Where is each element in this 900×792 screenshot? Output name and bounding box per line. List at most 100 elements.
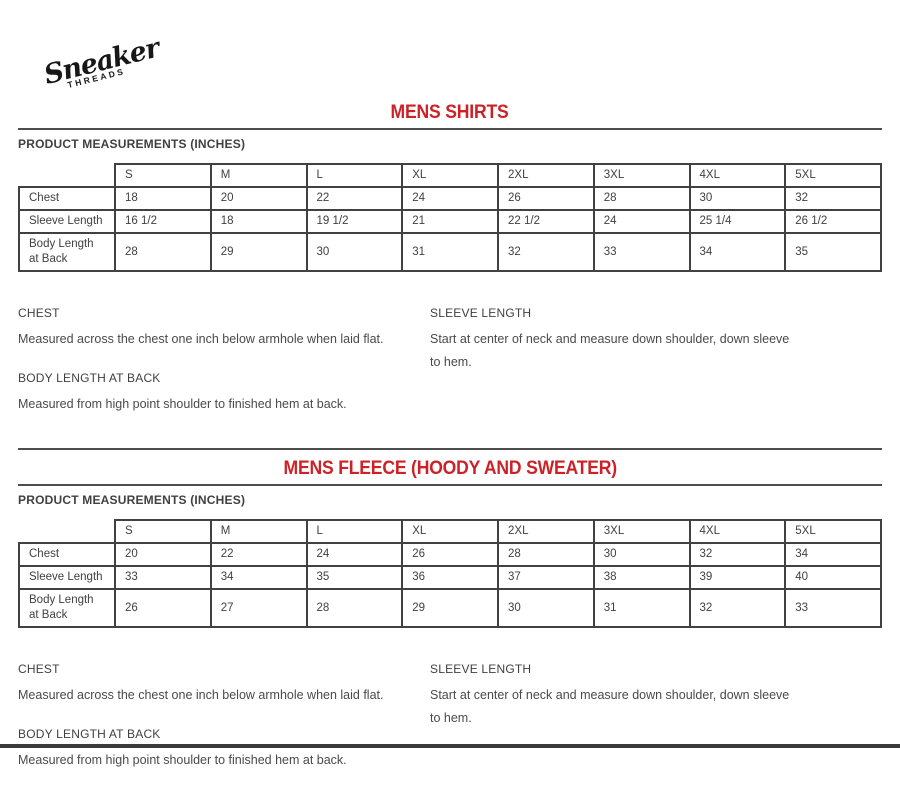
divider-line xyxy=(18,448,882,450)
note-heading-body-length: BODY LENGTH AT BACK xyxy=(18,727,161,741)
divider-line xyxy=(18,484,882,486)
size-column-header: S xyxy=(114,163,212,188)
measurement-value: 29 xyxy=(209,232,308,272)
measurement-row: Sleeve Length 16 1/2 18 19 1/2 21 22 1/2 24 25 … xyxy=(18,209,882,234)
size-column-header: 3XL xyxy=(592,519,691,544)
measurement-value: 32 xyxy=(688,542,787,567)
measurement-value: 34 xyxy=(784,542,882,567)
measurement-value: 28 xyxy=(497,542,595,567)
measurement-value: 22 xyxy=(305,186,404,211)
size-column-header: 4XL xyxy=(688,519,787,544)
note-body-sleeve: Start at center of neck and measure down… xyxy=(430,688,790,725)
size-column-header: L xyxy=(305,519,404,544)
measurement-value: 25 1/4 xyxy=(688,209,787,234)
measurement-definitions: CHEST Measured across the chest one inch… xyxy=(18,662,900,792)
measurement-value: 32 xyxy=(784,186,882,211)
measurement-value: 19 1/2 xyxy=(305,209,404,234)
measurement-label: Sleeve Length xyxy=(18,565,116,590)
measurement-value: 34 xyxy=(688,232,787,272)
measurement-label: Chest xyxy=(18,542,116,567)
measurement-value: 31 xyxy=(592,588,691,628)
measurement-value: 38 xyxy=(592,565,691,590)
size-column-header: XL xyxy=(401,519,499,544)
measurement-value: 32 xyxy=(688,588,787,628)
divider-line xyxy=(18,128,882,130)
size-column-header: 4XL xyxy=(688,163,787,188)
size-column-header: 5XL xyxy=(784,163,882,188)
measurement-value: 18 xyxy=(114,186,212,211)
measurement-value: 30 xyxy=(497,588,595,628)
note-heading-sleeve: SLEEVE LENGTH xyxy=(430,306,532,320)
measurement-value: 33 xyxy=(592,232,691,272)
size-header-row: S M L XL 2XL 3XL 4XL 5XL xyxy=(19,519,882,544)
note-heading-chest: CHEST xyxy=(18,306,60,320)
notes-right-column: SLEEVE LENGTH Start at center of neck an… xyxy=(430,306,860,436)
note-body-body-length: Measured from high point shoulder to fin… xyxy=(18,753,347,767)
measurement-value: 21 xyxy=(401,209,499,234)
section-title-mens-fleece: MENS FLEECE (HOODY AND SWEATER) xyxy=(283,457,617,479)
mens-fleece-size-table: S M L XL 2XL 3XL 4XL 5XL Chest 20 22 24 26 28 30 32 34 S… xyxy=(18,519,882,628)
notes-left-column: CHEST Measured across the chest one inch… xyxy=(18,306,430,436)
measurement-label: Body Length at Back xyxy=(18,232,116,272)
measurement-value: 28 xyxy=(592,186,691,211)
size-column-header: M xyxy=(209,163,308,188)
product-measurements-label: PRODUCT MEASUREMENTS (INCHES) xyxy=(18,493,246,507)
size-header-row: S M L XL 2XL 3XL 4XL 5XL xyxy=(19,163,882,188)
measurement-value: 32 xyxy=(497,232,595,272)
measurement-value: 24 xyxy=(592,209,691,234)
notes-right-column: SLEEVE LENGTH Start at center of neck an… xyxy=(430,662,860,792)
measurement-value: 26 xyxy=(114,588,212,628)
measurement-value: 39 xyxy=(688,565,787,590)
mens-shirts-size-table: S M L XL 2XL 3XL 4XL 5XL Chest 18 20 22 24 26 28 30 32 S… xyxy=(18,163,882,272)
measurement-value: 29 xyxy=(401,588,499,628)
measurement-value: 34 xyxy=(209,565,308,590)
measurement-value: 26 1/2 xyxy=(784,209,882,234)
size-column-header: L xyxy=(305,163,404,188)
measurement-value: 35 xyxy=(784,232,882,272)
measurement-value: 37 xyxy=(497,565,595,590)
measurement-row: Body Length at Back 28 29 30 31 32 33 34 35 xyxy=(18,232,882,272)
measurement-value: 20 xyxy=(114,542,212,567)
measurement-value: 30 xyxy=(592,542,691,567)
measurement-value: 31 xyxy=(401,232,499,272)
measurement-value: 24 xyxy=(305,542,404,567)
measurement-value: 24 xyxy=(401,186,499,211)
size-column-header: 2XL xyxy=(497,163,595,188)
measurement-row: Chest 20 22 24 26 28 30 32 34 xyxy=(18,542,882,567)
measurement-value: 35 xyxy=(305,565,404,590)
measurement-value: 28 xyxy=(305,588,404,628)
measurement-value: 20 xyxy=(209,186,308,211)
measurement-value: 33 xyxy=(784,588,882,628)
section-title-mens-shirts: MENS SHIRTS xyxy=(391,101,509,123)
measurement-label: Body Length at Back xyxy=(18,588,116,628)
measurement-value: 30 xyxy=(688,186,787,211)
measurement-value: 16 1/2 xyxy=(114,209,212,234)
measurement-value: 22 xyxy=(209,542,308,567)
measurement-row: Body Length at Back 26 27 28 29 30 31 32 33 xyxy=(18,588,882,628)
size-column-header: 5XL xyxy=(784,519,882,544)
measurement-value: 27 xyxy=(209,588,308,628)
measurement-value: 18 xyxy=(209,209,308,234)
measurement-value: 26 xyxy=(497,186,595,211)
measurement-value: 30 xyxy=(305,232,404,272)
footer-bar xyxy=(0,744,900,748)
notes-left-column: CHEST Measured across the chest one inch… xyxy=(18,662,430,792)
note-body-chest: Measured across the chest one inch below… xyxy=(18,332,384,346)
measurement-value: 33 xyxy=(114,565,212,590)
size-column-header: 2XL xyxy=(497,519,595,544)
measurement-value: 26 xyxy=(401,542,499,567)
empty-corner-cell xyxy=(19,164,115,187)
note-heading-chest: CHEST xyxy=(18,662,60,676)
size-column-header: M xyxy=(209,519,308,544)
note-heading-sleeve: SLEEVE LENGTH xyxy=(430,662,532,676)
measurement-row: Chest 18 20 22 24 26 28 30 32 xyxy=(18,186,882,211)
measurement-value: 36 xyxy=(401,565,499,590)
empty-corner-cell xyxy=(19,520,115,543)
note-body-body-length: Measured from high point shoulder to fin… xyxy=(18,397,347,411)
size-column-header: XL xyxy=(401,163,499,188)
note-body-chest: Measured across the chest one inch below… xyxy=(18,688,384,702)
measurement-definitions: CHEST Measured across the chest one inch… xyxy=(18,306,900,436)
note-body-sleeve: Start at center of neck and measure down… xyxy=(430,332,790,369)
note-heading-body-length: BODY LENGTH AT BACK xyxy=(18,371,161,385)
size-column-header: S xyxy=(114,519,212,544)
